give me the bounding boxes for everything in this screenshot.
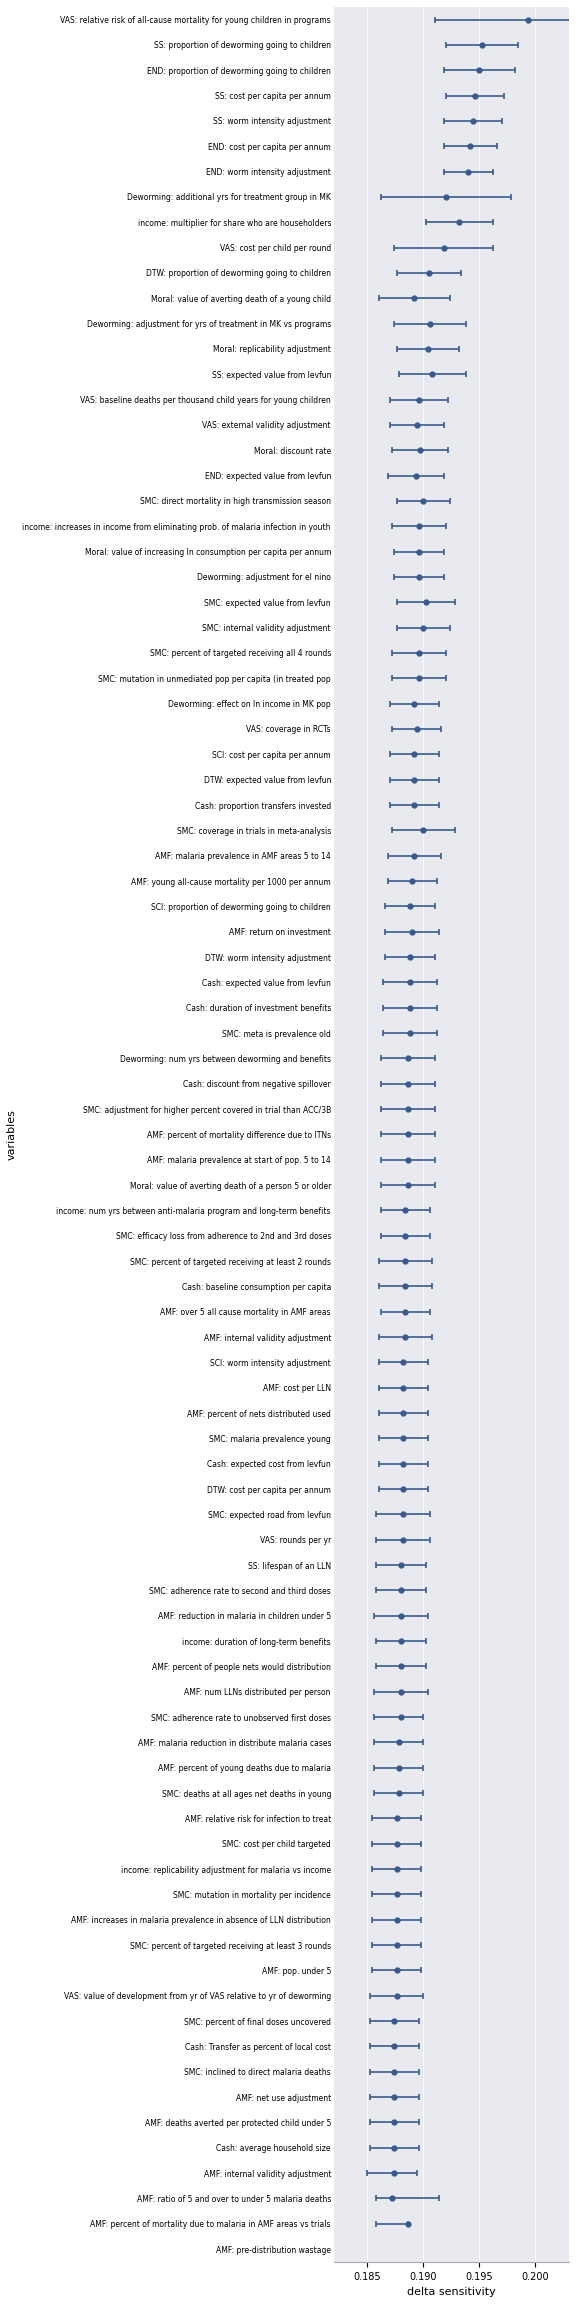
Y-axis label: variables: variables — [7, 1108, 17, 1159]
X-axis label: delta sensitivity: delta sensitivity — [407, 2288, 496, 2297]
